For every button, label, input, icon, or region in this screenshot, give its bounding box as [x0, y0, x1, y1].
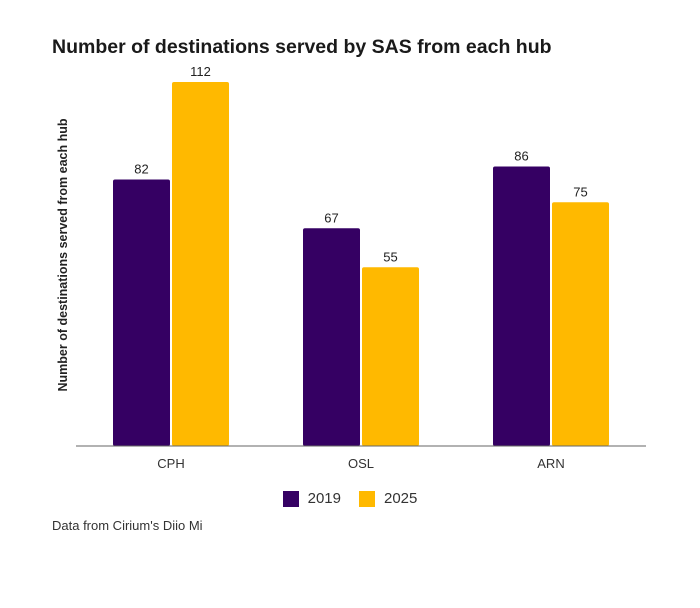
source-note: Data from Cirium's Diio Mi [52, 518, 203, 533]
legend-item-2025: 2025 [359, 490, 417, 507]
legend-swatch-2025 [359, 490, 375, 507]
bar-osl-2019 [303, 228, 360, 446]
chart-title: Number of destinations served by SAS fro… [52, 36, 552, 58]
x-ticks-group: CPH OSL ARN [157, 456, 564, 471]
x-tick-label-cph: CPH [157, 456, 184, 471]
y-axis-label: Number of destinations served from each … [56, 118, 70, 391]
bars-group: 82 112 67 55 86 75 [113, 64, 609, 446]
y-axis-label-group: Number of destinations served from each … [56, 118, 70, 391]
data-label-arn-2019: 86 [514, 149, 528, 164]
data-label-arn-2025: 75 [573, 184, 587, 199]
legend: 2019 2025 [0, 490, 700, 507]
x-tick-label-arn: ARN [537, 456, 564, 471]
bar-osl-2025 [362, 267, 419, 446]
bar-arn-2025 [552, 202, 609, 446]
legend-label-2025: 2025 [384, 490, 418, 507]
bar-cph-2025 [172, 82, 229, 446]
data-label-cph-2025: 112 [190, 64, 211, 79]
data-label-cph-2019: 82 [134, 162, 148, 177]
data-label-osl-2019: 67 [324, 210, 338, 225]
data-label-osl-2025: 55 [383, 249, 397, 264]
legend-label-2019: 2019 [307, 490, 341, 507]
x-tick-label-osl: OSL [348, 456, 374, 471]
legend-item-2019: 2019 [282, 490, 341, 507]
bar-cph-2019 [113, 179, 170, 446]
bar-arn-2019 [493, 166, 550, 446]
bar-chart: Number of destinations served from each … [56, 64, 646, 471]
legend-swatch-2019 [282, 490, 299, 507]
